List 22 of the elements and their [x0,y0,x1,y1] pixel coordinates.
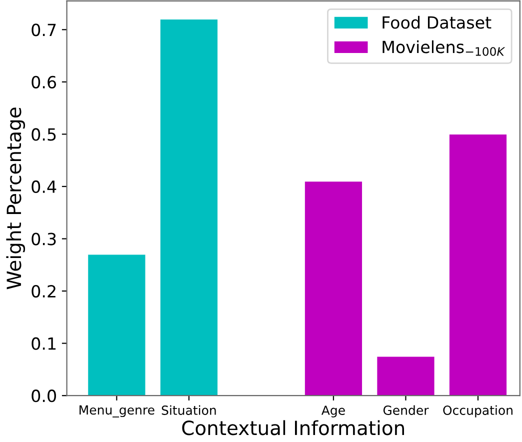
y-tick-label: 0.3 [32,232,56,246]
y-tick-label: 0.1 [32,337,56,350]
y-tick-label: 0.7 [32,24,56,36]
bar [304,180,363,396]
x-tick-label: Gender [383,405,429,415]
legend-label: Movielens$_{−100K}$ [382,40,506,56]
y-tick-label: 0.5 [32,128,56,141]
y-tick-label: 0.2 [32,284,56,298]
y-tick-label: 0.0 [32,390,56,402]
legend-label: Food Dataset [382,16,492,29]
bar [376,356,435,396]
y-axis-title: Weight Percentage [6,108,26,290]
y-tick-label: 0.6 [32,76,56,88]
x-tick-label: Age [321,406,345,418]
bar [87,254,146,396]
bar [160,18,218,396]
x-tick-label: Situation [162,405,216,415]
bar [448,134,508,396]
x-tick-label: Menu_genre [80,405,154,418]
x-axis-title: Contextual Information [182,420,404,436]
x-tick-label: Occupation [443,405,512,418]
y-tick-label: 0.4 [32,180,56,194]
